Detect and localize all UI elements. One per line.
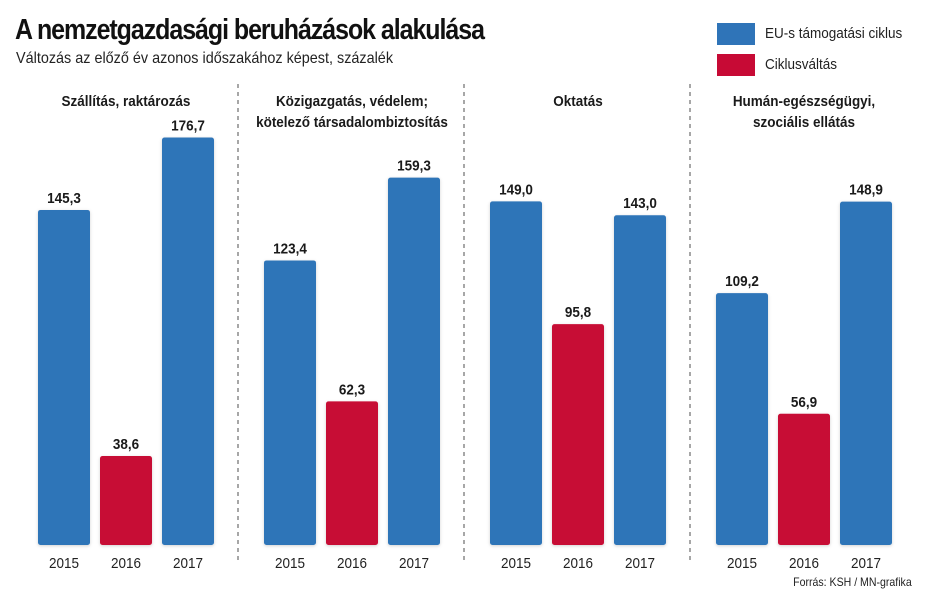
bar-2015	[264, 260, 316, 545]
value-label: 38,6	[113, 436, 139, 453]
x-tick-label: 2015	[49, 555, 79, 572]
panel-1: Szállítás, raktározás 145,3 2015 38,6 2016 17…	[38, 93, 214, 572]
legend: EU-s támogatási ciklus Ciklusváltás	[717, 19, 918, 81]
value-label: 62,3	[339, 382, 365, 399]
bar-2017	[162, 137, 214, 546]
x-tick-label: 2016	[563, 555, 593, 572]
value-label: 145,3	[47, 190, 81, 207]
bar-2015	[716, 293, 768, 545]
bar-2015	[490, 201, 542, 545]
source-note: Forrás: KSH / MN-grafika	[793, 575, 912, 589]
legend-item-eu-cycle: EU-s támogatási ciklus	[717, 19, 918, 48]
panel-2: Közigazgatás, védelem; kötelező társadalo…	[256, 93, 448, 572]
x-tick-label: 2015	[501, 555, 531, 572]
x-tick-label: 2017	[173, 555, 203, 572]
value-label: 56,9	[791, 394, 817, 411]
value-label: 149,0	[499, 182, 533, 199]
panel-3: Oktatás 149,0 2015 95,8 2016 143,0 2017	[490, 93, 666, 572]
bar-2016	[100, 455, 152, 545]
x-tick-label: 2015	[275, 555, 305, 572]
legend-label-eu-cycle: EU-s támogatási ciklus	[765, 25, 903, 42]
bar-2017	[840, 201, 892, 545]
bar-2016	[552, 324, 604, 545]
chart-subtitle: Változás az előző év azonos időszakához …	[16, 50, 394, 67]
x-tick-label: 2016	[789, 555, 819, 572]
panel-title: szociális ellátás	[753, 114, 855, 131]
chart-title: A nemzetgazdasági beruházások alakulása	[15, 14, 485, 46]
bar-2015	[38, 209, 90, 545]
legend-swatch-eu-cycle	[717, 22, 755, 45]
x-tick-label: 2015	[727, 555, 757, 572]
bar-2016	[326, 401, 378, 545]
legend-label-cycle-change: Ciklusváltás	[765, 56, 838, 73]
x-tick-label: 2016	[337, 555, 367, 572]
panel-4: Humán-egészségügyi, szociális ellátás 109,…	[716, 93, 892, 572]
value-label: 159,3	[397, 158, 431, 175]
panel-title: Oktatás	[553, 93, 603, 110]
value-label: 176,7	[171, 118, 205, 135]
legend-swatch-cycle-change	[717, 53, 755, 76]
legend-item-cycle-change: Ciklusváltás	[717, 50, 918, 79]
value-label: 123,4	[273, 241, 307, 258]
x-tick-label: 2016	[111, 555, 141, 572]
bar-2017	[388, 177, 440, 545]
x-tick-label: 2017	[399, 555, 429, 572]
panel-title: Humán-egészségügyi,	[733, 93, 875, 110]
chart-layer: Szállítás, raktározás 145,3 2015 38,6 2016 17…	[38, 84, 892, 572]
bar-2017	[614, 215, 666, 545]
bar-2016	[778, 413, 830, 545]
panel-title: Szállítás, raktározás	[62, 93, 191, 110]
value-label: 143,0	[623, 196, 657, 213]
x-tick-label: 2017	[851, 555, 881, 572]
panel-title: kötelező társadalombiztosítás	[256, 114, 448, 131]
value-label: 95,8	[565, 304, 591, 321]
value-label: 148,9	[849, 182, 883, 199]
value-label: 109,2	[725, 274, 759, 291]
panel-title: Közigazgatás, védelem;	[276, 93, 428, 110]
x-tick-label: 2017	[625, 555, 655, 572]
